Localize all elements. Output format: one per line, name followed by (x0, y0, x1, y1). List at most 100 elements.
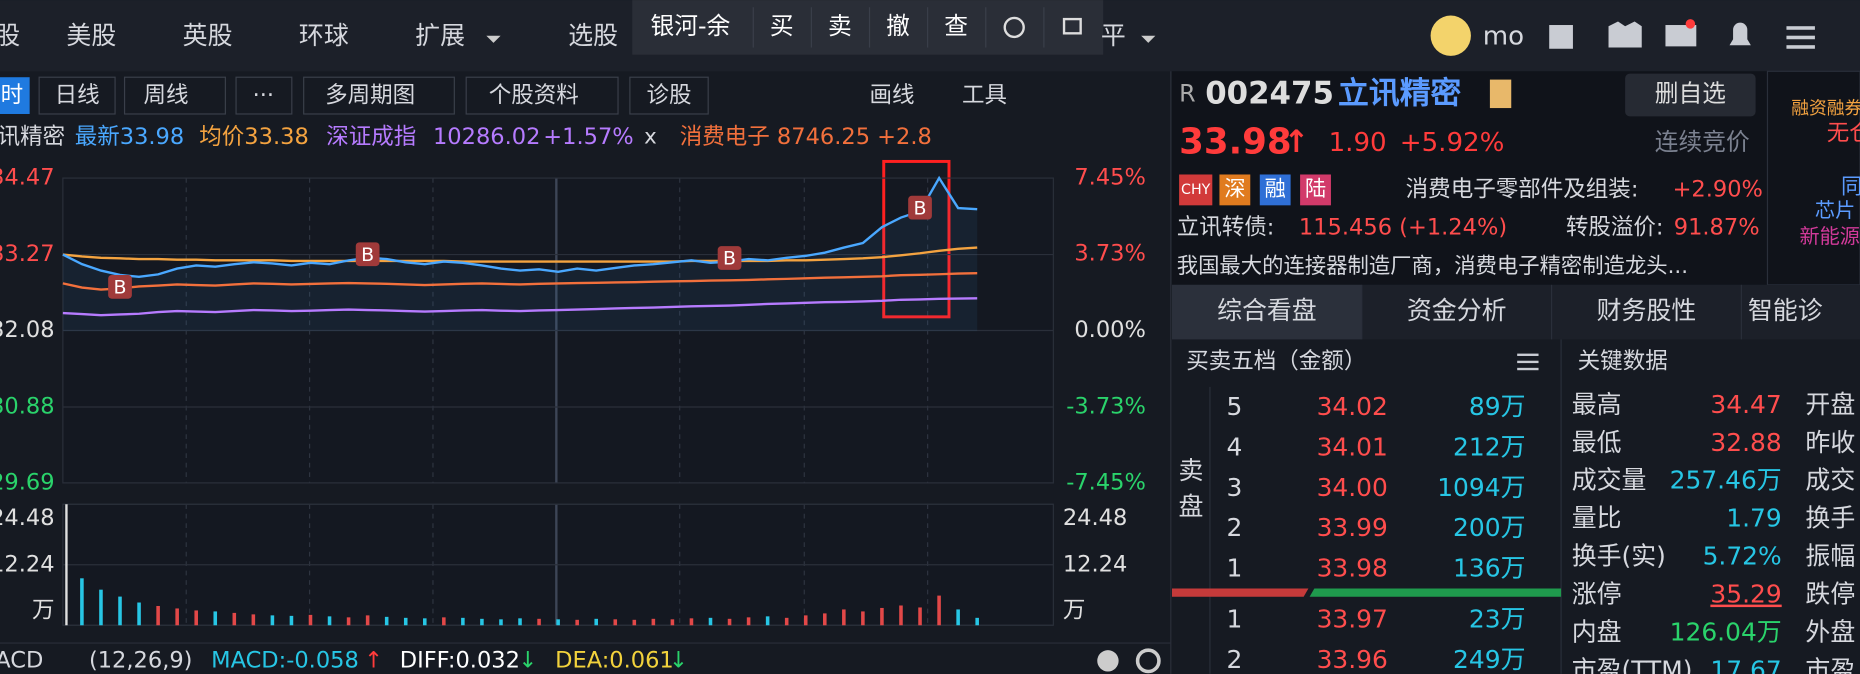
account-name: 银河-余 (651, 12, 731, 40)
tab[interactable]: 资金分析 (1407, 296, 1507, 325)
settings-icon[interactable] (1135, 648, 1161, 674)
book-level: 4 (1227, 433, 1243, 462)
y2-tick-label: 24.48 (1063, 505, 1127, 531)
key-label: 内盘 (1572, 618, 1622, 647)
macd-value: MACD:-0.058 (211, 647, 359, 673)
trade-separators (752, 7, 1045, 48)
key-label: 涨停 (1572, 580, 1622, 609)
button[interactable] (38, 76, 116, 115)
trade-action[interactable]: 卖 (828, 12, 852, 40)
toolbar-item[interactable]: 工具 (962, 83, 1007, 109)
menu-icon[interactable] (1786, 26, 1815, 30)
key-label: 成交 (1805, 466, 1855, 495)
trade-action[interactable]: 买 (770, 12, 794, 40)
stock-name: 立讯精密 (1338, 76, 1461, 112)
toolbar-item[interactable]: 周线 (144, 83, 189, 109)
trade-action[interactable]: 查 (944, 12, 968, 40)
icon[interactable] (1549, 25, 1573, 49)
toolbar-item[interactable]: 多周期图 (325, 83, 415, 109)
book-price: 34.01 (1317, 433, 1388, 462)
volume-bar (480, 618, 484, 626)
volume-bar (823, 613, 827, 626)
bell-icon[interactable] (1729, 22, 1751, 46)
status: 连续竞价 (1655, 128, 1750, 156)
key-data-title: 关键数据 (1578, 348, 1668, 374)
menu-icon[interactable] (1517, 353, 1539, 371)
avatar[interactable] (1430, 15, 1471, 56)
y-tick-label: 33.27 (0, 241, 55, 267)
toolbar-item[interactable]: 日线 (55, 83, 100, 109)
icon[interactable] (1608, 21, 1642, 48)
button[interactable] (303, 76, 455, 115)
settings-icon[interactable] (1003, 16, 1025, 39)
legend-value: 10286.02 (433, 124, 540, 150)
nav-item[interactable]: 股 (0, 21, 20, 50)
tag-label: 深 (1224, 177, 1245, 202)
key-value: 32.88 (1710, 428, 1781, 457)
toolbar-item[interactable]: ··· (253, 83, 274, 109)
button[interactable] (0, 77, 30, 114)
tab[interactable]: 智能诊 (1748, 296, 1823, 325)
order-book-title: 买卖五档（金额） (1186, 348, 1366, 374)
y2-tick-label: -3.73% (1066, 393, 1146, 419)
y2-tick-label: 7.45% (1074, 165, 1146, 191)
toolbar-item[interactable]: 个股资料 (489, 83, 579, 109)
button[interactable] (629, 76, 709, 115)
button[interactable] (123, 76, 226, 115)
market: R (1179, 80, 1195, 108)
bond-label: 立讯转债: (1177, 214, 1275, 240)
dropdown-arrow (1141, 35, 1156, 43)
volume-bar (556, 619, 560, 626)
legend-item: 深证成指 (326, 124, 416, 150)
nav-item[interactable]: 美股 (66, 21, 116, 50)
tab[interactable]: 综合看盘 (1217, 296, 1317, 325)
volume-bar (784, 617, 789, 626)
sell-bar (1171, 588, 1309, 597)
volume-bar (956, 609, 960, 626)
y2-tick-label: 3.73% (1074, 241, 1146, 267)
key-value: 34.47 (1710, 390, 1781, 419)
volume-bar (461, 617, 465, 626)
button[interactable] (465, 76, 619, 115)
active-tab[interactable] (1171, 284, 1362, 340)
tab[interactable]: 财务股性 (1597, 296, 1697, 325)
nav-item[interactable]: 扩展 (415, 21, 465, 50)
legend-close[interactable]: x (644, 125, 657, 150)
nav-item[interactable]: 选股 (568, 21, 618, 50)
volume-bar (137, 602, 141, 626)
volume-bar (80, 578, 84, 626)
volume-bar (651, 618, 656, 626)
nav-item[interactable]: 环球 (299, 21, 349, 50)
volume-bar (594, 618, 598, 626)
dropdown-arrow (486, 35, 501, 43)
key-label: 昨收 (1805, 428, 1855, 457)
premium-label: 转股溢价: (1566, 214, 1664, 240)
nav-item[interactable]: 平 (1101, 21, 1126, 50)
book-level: 2 (1227, 513, 1243, 542)
key-label: 振幅 (1805, 542, 1855, 571)
toolbar-item[interactable]: 时 (1, 83, 24, 109)
legend-item: 消费电子 8746.25 +2.8 (680, 124, 932, 150)
book-amount: 212万 (1453, 433, 1525, 462)
y-tick-label: 32.08 (0, 317, 55, 343)
legend-item: 最新33.98 (75, 124, 185, 150)
button[interactable] (235, 76, 293, 115)
watch-button-label[interactable]: 删自选 (1655, 80, 1726, 108)
premium-value: 91.87% (1674, 214, 1760, 240)
watch-button[interactable] (1625, 73, 1756, 117)
trade-action[interactable]: 撤 (886, 12, 910, 40)
volume-bar (194, 610, 198, 626)
toolbar-item[interactable]: 诊股 (647, 83, 692, 109)
nav-item[interactable]: 英股 (183, 21, 233, 50)
toolbar-item[interactable]: 画线 (870, 83, 915, 109)
volume-bar (308, 614, 313, 626)
y2-tick-label: 万 (1063, 598, 1086, 624)
buy-marker (108, 274, 132, 299)
y2-tick-label: 0.00% (1074, 317, 1146, 343)
key-label: 最高 (1572, 390, 1622, 419)
stock-code: 002475 (1205, 76, 1334, 112)
close-icon[interactable] (1097, 650, 1119, 672)
y2-tick-label: 12.24 (1063, 551, 1127, 577)
mail-icon[interactable] (1665, 25, 1697, 47)
window-icon[interactable] (1062, 17, 1082, 35)
